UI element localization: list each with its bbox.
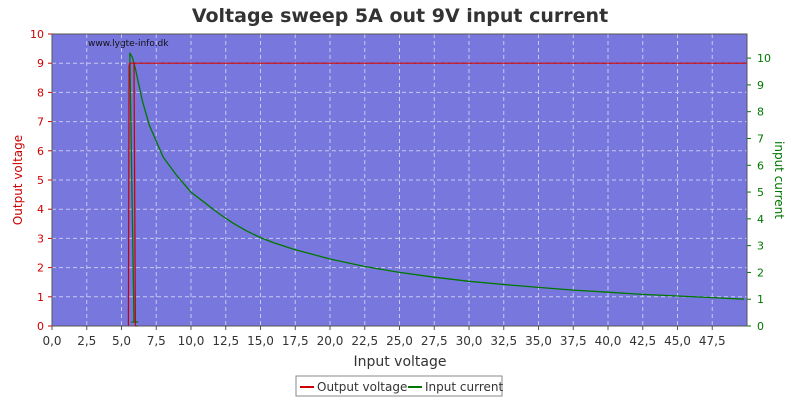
y-right-tick-label: 4 [757, 213, 764, 226]
y-right-tick-label: 10 [757, 52, 771, 65]
y-right-tick-label: 1 [757, 293, 764, 306]
y-left-tick-label: 4 [37, 203, 44, 216]
y-left-tick-label: 6 [37, 145, 44, 158]
y-right-tick-label: 5 [757, 186, 764, 199]
y-left-tick-label: 8 [37, 86, 44, 99]
x-tick-label: 7,5 [147, 334, 166, 348]
x-tick-label: 22,5 [351, 334, 378, 348]
x-tick-label: 40,0 [595, 334, 622, 348]
y-left-tick-label: 9 [37, 57, 44, 70]
legend-box [295, 375, 503, 397]
y-right-tick-label: 8 [757, 106, 764, 119]
x-tick-label: 27,5 [421, 334, 448, 348]
x-tick-label: 17,5 [282, 334, 309, 348]
x-tick-label: 45,0 [664, 334, 691, 348]
x-tick-label: 25,0 [386, 334, 413, 348]
x-axis-label: Input voltage [353, 354, 446, 370]
y-left-tick-label: 0 [37, 320, 44, 333]
y-left-tick-label: 2 [37, 262, 44, 275]
chart-title: Voltage sweep 5A out 9V input current [192, 5, 608, 27]
y-right-axis-ticks: 0 1 2 3 4 5 6 7 8 9 10 [747, 52, 771, 333]
y-left-tick-label: 5 [37, 174, 44, 187]
y-left-tick-label: 3 [37, 232, 44, 245]
legend-label-input-current: Input current [425, 380, 503, 394]
y-right-tick-label: 9 [757, 79, 764, 92]
y-left-tick-label: 10 [30, 28, 44, 41]
series-line-output-voltage [127, 62, 747, 327]
x-tick-label: 0,0 [42, 334, 61, 348]
y-right-tick-label: 2 [757, 266, 764, 279]
y-right-axis-label: input current [772, 141, 786, 219]
x-tick-label: 37,5 [560, 334, 587, 348]
watermark: www.lygte-info.dk [88, 39, 169, 49]
x-tick-label: 20,0 [317, 334, 344, 348]
y-left-tick-label: 1 [37, 291, 44, 304]
x-tick-label: 10,0 [178, 334, 205, 348]
plot-frame [51, 33, 748, 327]
x-tick-label: 32,5 [490, 334, 517, 348]
y-left-tick-label: 7 [37, 116, 44, 129]
x-tick-label: 30,0 [456, 334, 483, 348]
x-tick-label: 12,5 [212, 334, 239, 348]
legend: Output voltage Input current [295, 375, 503, 397]
y-left-axis-ticks: 0 1 2 3 4 5 6 7 8 9 10 [30, 28, 52, 333]
y-left-axis-label: Output voltage [11, 135, 25, 225]
y-right-tick-label: 7 [757, 132, 764, 145]
legend-label-output-voltage: Output voltage [317, 380, 407, 394]
series-line-input-current [129, 52, 745, 323]
y-right-tick-label: 6 [757, 159, 764, 172]
x-tick-label: 47,5 [699, 334, 726, 348]
x-tick-label: 2,5 [77, 334, 96, 348]
x-tick-label: 35,0 [525, 334, 552, 348]
y-right-tick-label: 0 [757, 320, 764, 333]
x-tick-label: 15,0 [247, 334, 274, 348]
x-tick-label: 42,5 [629, 334, 656, 348]
y-right-tick-label: 3 [757, 240, 764, 253]
x-axis-ticks: 0,0 2,5 5,0 7,5 10,0 12,5 15,0 17,5 20,0 22,5 25,0… [42, 326, 726, 348]
x-tick-label: 5,0 [112, 334, 131, 348]
